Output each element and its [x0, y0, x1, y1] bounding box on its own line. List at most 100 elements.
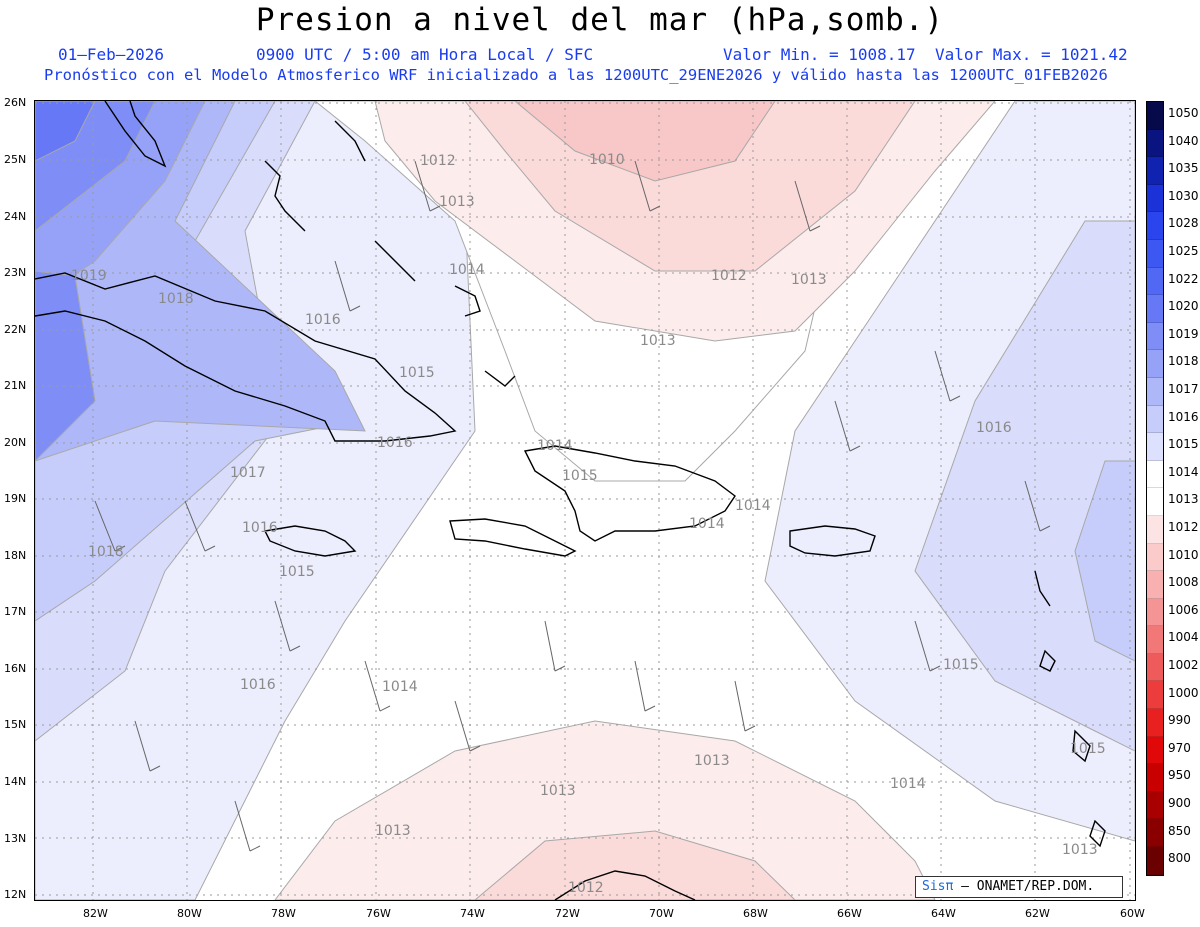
color-scale-label: 1018 [1168, 354, 1199, 369]
lon-label: 72W [555, 907, 580, 920]
color-scale-label: 1002 [1168, 658, 1199, 672]
color-scale-cell [1147, 322, 1163, 351]
lat-label: 20N [4, 436, 27, 449]
color-scale-cell [1147, 350, 1163, 378]
color-scale-label: 1015 [1168, 437, 1199, 452]
color-scale-cell [1147, 819, 1163, 848]
isobar-label: 1014 [382, 679, 418, 695]
isobar-label: 1017 [230, 465, 266, 481]
color-scale-label: 1012 [1168, 520, 1199, 534]
lon-label: 66W [837, 907, 862, 920]
isobar-label: 1018 [88, 544, 124, 560]
isobar-label: 1013 [540, 783, 576, 799]
color-scale-label: 1035 [1168, 161, 1199, 176]
isobar-label: 1013 [1062, 842, 1098, 858]
lon-label: 68W [743, 907, 768, 920]
isobar-label: 1012 [568, 880, 604, 896]
color-scale-label: 950 [1168, 768, 1191, 783]
color-scale-label: 1000 [1168, 685, 1199, 700]
color-scale-label: 900 [1168, 796, 1191, 810]
color-scale-label: 1040 [1168, 133, 1199, 148]
isobar-label: 1015 [943, 657, 979, 673]
isobar-label: 1016 [240, 677, 276, 693]
color-scale-label: 990 [1168, 713, 1191, 728]
isobar-label: 1010 [589, 152, 625, 168]
color-scale-cell [1147, 212, 1163, 240]
pressure-field-svg [35, 101, 1135, 900]
isobar-label: 1014 [537, 438, 573, 454]
lat-label: 13N [4, 832, 27, 845]
lon-label: 70W [649, 907, 674, 920]
color-scale-cell [1147, 709, 1163, 737]
credit-text: – ONAMET/REP.DOM. [961, 879, 1095, 894]
color-scale-cell [1147, 571, 1163, 599]
color-scale-label: 1020 [1168, 299, 1199, 314]
color-scale-label: 1016 [1168, 409, 1199, 424]
isobar-label: 1013 [791, 272, 827, 288]
color-scale-cell [1147, 681, 1163, 710]
isobar-label: 1014 [735, 498, 771, 514]
map-title: Presion a nivel del mar (hPa,somb.) [255, 2, 945, 38]
forecast-description: Pronóstico con el Modelo Atmosferico WRF… [44, 66, 1108, 84]
color-scale-label: 1006 [1168, 602, 1199, 617]
forecast-time: 0900 UTC / 5:00 am Hora Local / SFC [256, 45, 594, 64]
color-scale-cell [1147, 488, 1163, 516]
color-scale-cell [1147, 598, 1163, 627]
color-scale-label: 1008 [1168, 575, 1199, 590]
isobar-label: 1016 [976, 420, 1012, 436]
color-scale-label: 1050 [1168, 106, 1199, 120]
color-scale-cell [1147, 157, 1163, 185]
isobar-label: 1015 [562, 468, 598, 484]
color-scale-cell [1147, 129, 1163, 158]
color-scale-cell [1147, 543, 1163, 572]
lat-label: 25N [4, 153, 27, 166]
color-scale-cell [1147, 764, 1163, 792]
lat-label: 14N [4, 775, 27, 788]
color-scale-label: 1013 [1168, 492, 1199, 507]
isobar-label: 1014 [890, 776, 926, 792]
isobar-label: 1015 [1070, 741, 1106, 757]
credit-box: Sisπ – ONAMET/REP.DOM. [915, 876, 1123, 898]
color-scale-cell [1147, 460, 1163, 489]
isobar-label: 1016 [377, 435, 413, 451]
isobar-label: 1012 [420, 153, 456, 169]
lat-label: 15N [4, 718, 27, 731]
isobar-label: 1013 [694, 753, 730, 769]
lat-label: 19N [4, 492, 27, 505]
color-scale-cell [1147, 377, 1163, 406]
color-scale-cell [1147, 791, 1163, 820]
color-scale-label: 1017 [1168, 382, 1199, 396]
color-scale-label: 1030 [1168, 188, 1199, 203]
lat-label: 24N [4, 210, 27, 223]
color-scale-cell [1147, 626, 1163, 654]
color-scale-label: 1019 [1168, 326, 1199, 341]
color-scale-label: 1010 [1168, 547, 1199, 562]
pressure-map: 1012 1010 1013 1014 1012 1013 1013 1019 … [35, 101, 1135, 900]
isobar-label: 1014 [449, 262, 485, 278]
lat-label: 23N [4, 266, 27, 279]
color-scale-label: 800 [1168, 851, 1191, 866]
isobar-label: 1015 [279, 564, 315, 580]
lon-label: 74W [460, 907, 485, 920]
lat-label: 16N [4, 662, 27, 675]
isobar-label: 1019 [71, 268, 107, 284]
max-value: Valor Max. = 1021.42 [935, 45, 1128, 64]
color-scale-cell [1147, 653, 1163, 682]
color-scale-cell [1147, 102, 1163, 130]
lat-label: 21N [4, 379, 27, 392]
isobar-label: 1013 [375, 823, 411, 839]
isobar-label: 1013 [640, 333, 676, 349]
lon-label: 62W [1025, 907, 1050, 920]
isobar-label: 1015 [399, 365, 435, 381]
lon-label: 60W [1120, 907, 1145, 920]
lat-label: 17N [4, 605, 27, 618]
color-scale-label: 970 [1168, 740, 1191, 755]
lon-label: 82W [83, 907, 108, 920]
color-scale-label: 1022 [1168, 271, 1199, 286]
color-scale-label: 1028 [1168, 216, 1199, 231]
lat-label: 18N [4, 549, 27, 562]
isobar-label: 1012 [711, 268, 747, 284]
color-scale-label: 850 [1168, 823, 1191, 838]
lat-label: 26N [4, 96, 27, 109]
color-scale-label: 1014 [1168, 464, 1199, 479]
